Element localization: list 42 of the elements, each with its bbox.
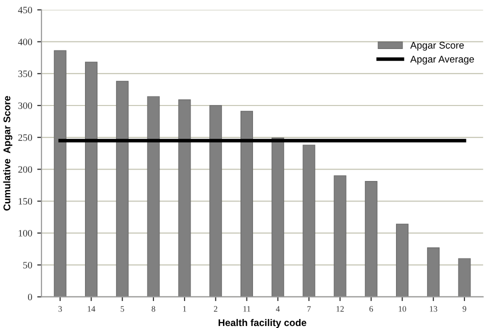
bar — [364, 181, 378, 297]
x-tick-label: 5 — [120, 306, 124, 312]
bar — [178, 99, 191, 297]
x-tick-label: 10 — [398, 306, 406, 312]
x-tick-label: 8 — [152, 306, 156, 312]
x-tick-label: 14 — [88, 306, 96, 312]
bar — [84, 62, 98, 297]
y-tick-label: 300 — [18, 102, 32, 109]
bar — [396, 224, 409, 297]
y-tick-label: 250 — [18, 134, 32, 141]
x-tick-label: 9 — [462, 306, 466, 312]
bar — [147, 96, 160, 297]
y-tick-label: 50 — [23, 262, 32, 268]
bar — [54, 50, 66, 297]
y-tick-label: 150 — [18, 198, 32, 205]
legend-label: Apgar Average — [410, 56, 474, 65]
x-tick-label: 12 — [336, 306, 344, 312]
x-tick-label: 4 — [276, 306, 280, 312]
x-tick-label: 1 — [183, 306, 186, 312]
bar — [458, 258, 471, 297]
legend-label: Apgar Score — [410, 42, 464, 51]
x-tick-label: 3 — [58, 306, 62, 312]
x-tick-label: 11 — [243, 306, 250, 312]
bar — [272, 138, 284, 297]
bar — [427, 247, 440, 297]
y-tick-label: 0 — [28, 294, 32, 300]
bar — [209, 105, 222, 297]
y-tick-label: 200 — [18, 166, 32, 173]
y-tick-label: 350 — [18, 70, 32, 78]
x-tick-label: 2 — [214, 306, 218, 312]
bar — [240, 110, 254, 297]
bar — [302, 144, 316, 297]
x-tick-label: 7 — [307, 306, 311, 312]
y-tick-label: 100 — [18, 230, 32, 237]
x-tick-label: 13 — [430, 306, 438, 312]
y-axis-title: Cumulative Apgar Score — [3, 96, 12, 211]
x-axis-title: Health facility code — [218, 318, 306, 328]
bar — [116, 80, 129, 297]
x-tick-label: 6 — [369, 306, 373, 312]
bar — [334, 175, 346, 297]
y-tick-label: 400 — [18, 38, 32, 46]
y-tick-label: 450 — [18, 6, 32, 14]
